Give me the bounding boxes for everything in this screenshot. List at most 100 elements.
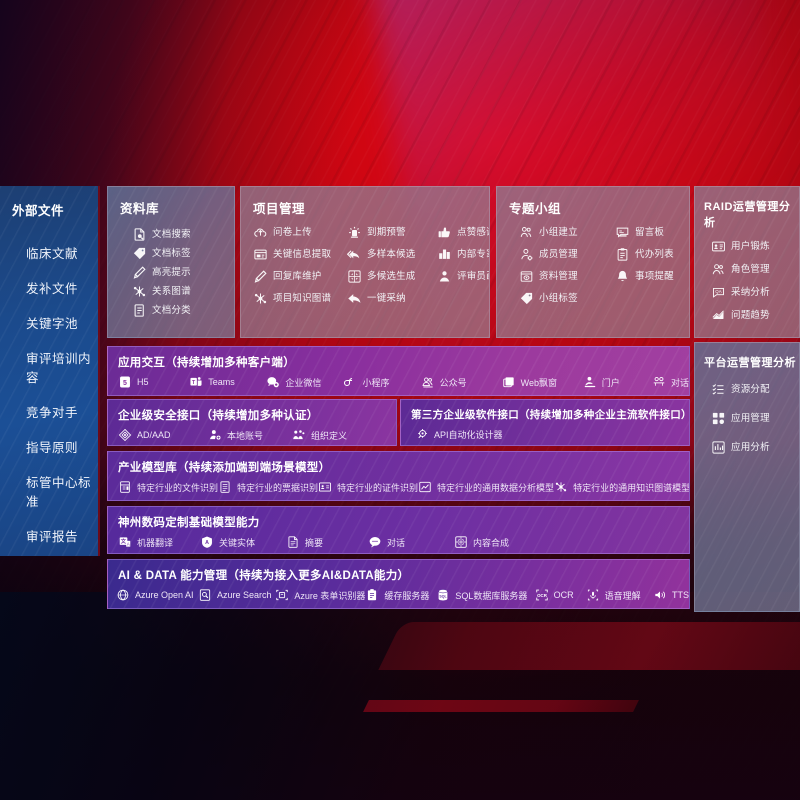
band-item-speech-understanding[interactable]: 语音理解: [586, 588, 653, 602]
panel-project-management: 项目管理 问卷上传 到期预警 点赞感谢 关键信息提取 多样本候选: [240, 186, 490, 338]
raid-item-adoption-analysis[interactable]: QA 采纳分析: [711, 285, 789, 300]
project-item-multi-sample[interactable]: 多样本候选: [347, 247, 435, 262]
clipboard-icon: [615, 247, 630, 262]
project-item-questionnaire-upload[interactable]: 问卷上传: [253, 225, 345, 240]
band-item-receipt-recognize[interactable]: 特定行业的票据识别: [218, 480, 318, 494]
band-item-file-recognize[interactable]: 特定行业的文件识别: [118, 480, 218, 494]
project-item-thanks[interactable]: 点赞感谢: [437, 225, 489, 240]
html5-icon: 5: [118, 375, 132, 389]
library-item-relation-graph[interactable]: 关系图谱: [132, 284, 224, 299]
group-item-material-management[interactable]: 资料管理: [519, 269, 611, 284]
platform-item-app-analysis[interactable]: 应用分析: [711, 440, 789, 455]
band-item-portal[interactable]: 门户: [583, 375, 652, 389]
people-add-icon: [519, 225, 534, 240]
band-item-h5[interactable]: 5 H5: [118, 375, 189, 389]
band-item-key-entity[interactable]: A 关键实体: [200, 535, 286, 549]
platform-item-app-management[interactable]: 应用管理: [711, 411, 789, 426]
library-item-doc-classify[interactable]: 文档分类: [132, 303, 224, 318]
raid-item-issue-trend[interactable]: 问题趋势: [711, 308, 789, 323]
bell-icon: [615, 269, 630, 284]
library-item-highlight[interactable]: 高亮提示: [132, 265, 224, 280]
project-item-one-click-adopt[interactable]: 一键采纳: [347, 291, 435, 306]
band-item-dialog[interactable]: 对话: [652, 375, 689, 389]
extract-icon: [253, 247, 268, 262]
group-item-label: 小组建立: [539, 226, 578, 238]
band-item-cache-server[interactable]: 缓存服务器: [365, 588, 436, 602]
svg-text:文: 文: [121, 537, 127, 545]
library-item-doc-tag[interactable]: 文档标签: [132, 246, 224, 261]
band-item-sql-server[interactable]: SQL SQL数据库服务器: [436, 588, 534, 602]
background-bottom-blue-shadow: [0, 592, 800, 800]
band-item-label: 公众号: [439, 377, 467, 388]
band-foundation-title: 神州数码定制基础模型能力: [118, 517, 260, 529]
group-item-message-board[interactable]: 留言板: [615, 225, 679, 240]
band-item-local-account[interactable]: 本地账号: [208, 428, 292, 442]
raid-item-role-management[interactable]: 角色管理: [711, 262, 789, 277]
sidebar-item-common-issues[interactable]: 共性问题: [0, 553, 98, 556]
library-item-label: 文档搜索: [152, 228, 191, 240]
project-item-multi-candidate-gen[interactable]: 多候选生成: [347, 269, 435, 284]
band-item-label: 特定行业的票据识别: [237, 482, 319, 493]
band-item-tts[interactable]: TTS: [653, 588, 689, 602]
person-portrait-icon: [437, 269, 452, 284]
band-item-web-float[interactable]: Web飘窗: [502, 375, 583, 389]
sidebar-item-standards-center[interactable]: 标管中心标准: [26, 476, 92, 509]
group-item-todo-list[interactable]: 代办列表: [615, 247, 679, 262]
ocr-icon: OCR: [535, 588, 549, 602]
band-item-official-account[interactable]: 公众号: [421, 375, 502, 389]
group-item-label: 成员管理: [539, 248, 578, 260]
band-item-data-analysis-model[interactable]: 特定行业的通用数据分析模型: [418, 480, 554, 494]
project-item-expert-ranking[interactable]: 内部专家排名: [437, 247, 489, 262]
library-item-label: 关系图谱: [152, 285, 191, 297]
project-item-due-alert[interactable]: 到期预警: [347, 225, 435, 240]
band-item-label: 企业微信: [285, 377, 322, 388]
group-item-create-group[interactable]: 小组建立: [519, 225, 611, 240]
band-item-summary[interactable]: 摘要: [286, 535, 368, 549]
raid-item-label: 角色管理: [731, 263, 770, 275]
group-item-reminder[interactable]: 事项提醒: [615, 269, 679, 284]
entity-icon: A: [200, 535, 214, 549]
panel-raid-analytics: RAID运营管理分析 用户锻炼 角色管理 QA 采纳分析 问题趋势: [694, 186, 800, 338]
sidebar-item-supplement-docs[interactable]: 发补文件: [26, 282, 79, 296]
band-item-chat[interactable]: 对话: [368, 535, 454, 549]
receipt-icon: [218, 480, 232, 494]
band-item-azure-openai[interactable]: Azure Open AI: [116, 588, 198, 602]
sidebar-item-guidelines[interactable]: 指导原则: [26, 441, 79, 455]
project-item-reply-library[interactable]: 回复库维护: [253, 269, 345, 284]
band-item-api-designer[interactable]: API自动化设计器: [415, 427, 503, 441]
group-item-group-tag[interactable]: 小组标签: [519, 291, 611, 306]
band-item-content-synthesis[interactable]: 内容合成: [454, 535, 509, 549]
sidebar-item-review-report[interactable]: 审评报告: [26, 530, 79, 544]
band-item-miniprogram[interactable]: 小程序: [343, 375, 420, 389]
band-ai-data-title: AI & DATA 能力管理（持续为接入更多AI&DATA能力）: [118, 570, 410, 582]
band-item-ocr[interactable]: OCR OCR: [535, 588, 586, 602]
band-item-label: 对话: [670, 377, 689, 388]
local-account-icon: [208, 428, 222, 442]
band-item-form-recognizer[interactable]: Azure 表单识别器: [275, 588, 365, 602]
speech-icon: [586, 588, 600, 602]
sidebar-item-clinical-literature[interactable]: 临床文献: [26, 247, 79, 261]
band-industry-items: 特定行业的文件识别 特定行业的票据识别 特定行业的证件识别 特定行业的通用数据分…: [108, 475, 689, 494]
band-item-teams[interactable]: T Teams: [189, 375, 266, 389]
platform-item-resource-allocation[interactable]: 资源分配: [711, 382, 789, 397]
sidebar-item-competitors[interactable]: 竞争对手: [26, 406, 79, 420]
project-item-knowledge-graph[interactable]: 项目知识图谱: [253, 291, 345, 306]
band-item-label: H5: [137, 377, 149, 387]
band-item-org-define[interactable]: 组织定义: [292, 428, 347, 442]
band-item-azure-search[interactable]: Azure Search: [198, 588, 275, 602]
raid-item-user-profile[interactable]: 用户锻炼: [711, 239, 789, 254]
band-item-wechat-work[interactable]: 企业微信: [266, 375, 343, 389]
band-item-knowledge-graph-model[interactable]: 特定行业的通用知识图谱模型: [554, 480, 689, 494]
project-item-key-info-extract[interactable]: 关键信息提取: [253, 247, 345, 262]
sidebar-item-review-training[interactable]: 审评培训内容: [26, 352, 92, 385]
band-item-id-recognize[interactable]: 特定行业的证件识别: [318, 480, 418, 494]
library-item-doc-search[interactable]: 文档搜索: [132, 227, 224, 242]
band-item-ad-aad[interactable]: AD/AAD: [118, 428, 208, 442]
sql-db-icon: SQL: [436, 588, 450, 602]
highlighter-icon: [132, 265, 147, 280]
group-item-member-management[interactable]: 成员管理: [519, 247, 611, 262]
project-item-reviewer-profile[interactable]: 评审员画像: [437, 269, 489, 284]
sidebar-item-keyword-pool[interactable]: 关键字池: [26, 317, 79, 331]
panel-project-grid: 问卷上传 到期预警 点赞感谢 关键信息提取 多样本候选 内部专家排名: [241, 217, 489, 306]
